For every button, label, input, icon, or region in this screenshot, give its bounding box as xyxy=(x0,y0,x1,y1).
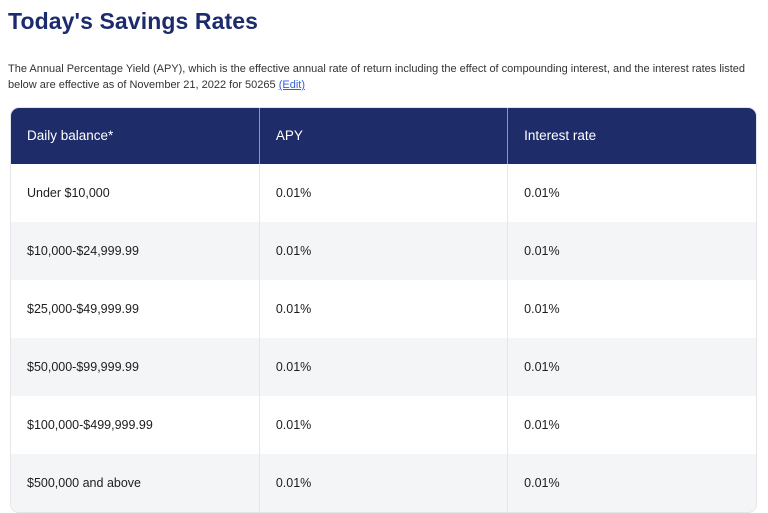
cell-daily-balance: $10,000-$24,999.99 xyxy=(11,221,260,280)
table-row: Under $10,000 0.01% 0.01% xyxy=(11,163,756,222)
cell-daily-balance: $25,000-$49,999.99 xyxy=(11,279,260,338)
table-row: $500,000 and above 0.01% 0.01% xyxy=(11,453,756,512)
cell-apy: 0.01% xyxy=(258,221,508,280)
column-header-daily-balance: Daily balance* xyxy=(11,107,260,164)
page-title: Today's Savings Rates xyxy=(8,8,259,34)
table-row: $25,000-$49,999.99 0.01% 0.01% xyxy=(11,279,756,338)
cell-daily-balance: $50,000-$99,999.99 xyxy=(11,337,260,396)
cell-apy: 0.01% xyxy=(258,337,508,396)
column-header-apy: APY xyxy=(258,107,508,164)
rates-table: Daily balance* APY Interest rate Under $… xyxy=(10,106,757,513)
cell-interest-rate: 0.01% xyxy=(507,453,756,512)
cell-interest-rate: 0.01% xyxy=(507,337,756,396)
table-header-row: Daily balance* APY Interest rate xyxy=(11,107,756,164)
cell-interest-rate: 0.01% xyxy=(507,163,756,222)
cell-apy: 0.01% xyxy=(258,395,508,454)
table-row: $10,000-$24,999.99 0.01% 0.01% xyxy=(11,221,756,280)
intro-text: The Annual Percentage Yield (APY), which… xyxy=(8,63,746,91)
intro-paragraph: The Annual Percentage Yield (APY), which… xyxy=(8,62,760,94)
table-row: $50,000-$99,999.99 0.01% 0.01% xyxy=(11,337,756,396)
cell-apy: 0.01% xyxy=(258,453,508,512)
cell-interest-rate: 0.01% xyxy=(507,395,756,454)
cell-interest-rate: 0.01% xyxy=(507,279,756,338)
cell-daily-balance: $500,000 and above xyxy=(11,453,260,512)
cell-daily-balance: Under $10,000 xyxy=(11,163,260,222)
edit-link[interactable]: (Edit) xyxy=(278,78,305,91)
column-header-interest-rate: Interest rate xyxy=(507,107,756,164)
table-row: $100,000-$499,999.99 0.01% 0.01% xyxy=(11,395,756,454)
cell-apy: 0.01% xyxy=(258,163,508,222)
cell-apy: 0.01% xyxy=(258,279,508,338)
cell-daily-balance: $100,000-$499,999.99 xyxy=(11,395,260,454)
cell-interest-rate: 0.01% xyxy=(507,221,756,280)
